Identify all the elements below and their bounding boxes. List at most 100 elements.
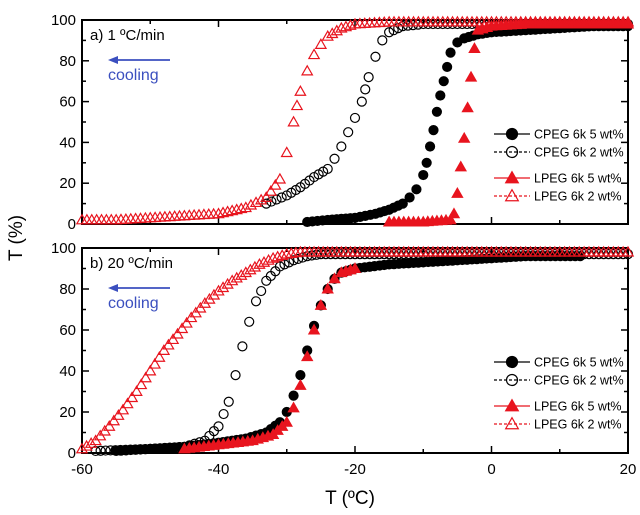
panel-label: a) 1 ºC/min: [90, 27, 165, 44]
data-point: [328, 272, 341, 284]
data-point: [225, 204, 239, 216]
data-point: [424, 141, 436, 152]
y-tick-label: 60: [59, 94, 76, 111]
data-point: [444, 213, 457, 225]
data-point: [254, 193, 268, 205]
data-point: [321, 282, 334, 294]
legend-entry: CPEG 6k 2 wt%: [494, 374, 624, 388]
legend-marker: [505, 373, 519, 387]
data-point: [339, 20, 353, 32]
series-lpeg-6k-2-wt-: [75, 15, 635, 225]
data-point: [180, 316, 193, 328]
data-point: [468, 42, 481, 54]
data-point: [295, 370, 306, 381]
data-point: [363, 72, 374, 83]
y-tick-label: 40: [59, 363, 76, 380]
data-point: [273, 172, 287, 184]
legend-label: LPEG 6k 5 wt%: [534, 172, 622, 186]
data-point: [75, 442, 89, 454]
data-point: [230, 271, 243, 283]
data-point: [280, 247, 293, 259]
y-tick-label: 80: [59, 281, 76, 298]
legend-label: LPEG 6k 5 wt%: [534, 400, 622, 414]
data-point: [464, 70, 478, 82]
series-lpeg-6k-5-wt-: [178, 262, 362, 454]
data-point: [343, 127, 354, 138]
data-point: [293, 253, 304, 265]
data-point: [230, 203, 243, 215]
data-point: [269, 178, 282, 190]
data-point: [135, 444, 146, 455]
data-point: [438, 76, 449, 87]
legend-label: CPEG 6k 2 wt%: [534, 146, 624, 160]
data-point: [280, 146, 293, 158]
y-tick-label: 100: [51, 240, 76, 257]
data-point: [130, 385, 143, 396]
data-point: [144, 364, 157, 376]
series-cpeg-6k-5-wt-: [111, 251, 586, 457]
data-point: [175, 322, 189, 334]
data-point: [287, 115, 300, 127]
legend-marker: [505, 145, 519, 159]
data-point: [105, 445, 116, 456]
y-tick-label: 100: [51, 12, 76, 29]
data-point: [84, 437, 98, 448]
x-tick-label: 0: [487, 461, 495, 478]
data-point: [271, 194, 282, 205]
data-point: [275, 249, 289, 260]
data-point: [621, 15, 635, 27]
data-point: [145, 443, 156, 454]
data-point: [451, 187, 464, 198]
data-point: [248, 260, 262, 272]
data-point: [153, 350, 166, 362]
data-point: [112, 409, 125, 420]
y-tick-label: 80: [59, 53, 76, 70]
data-point: [271, 250, 284, 262]
data-point: [125, 391, 139, 403]
data-point: [431, 106, 442, 117]
data-point: [121, 397, 134, 409]
x-axis-title: T (ºC): [325, 488, 375, 509]
data-point: [225, 274, 239, 286]
data-point: [442, 61, 453, 73]
data-point: [321, 29, 334, 41]
legend-marker: [504, 188, 520, 202]
data-point: [159, 442, 170, 454]
legend-label: LPEG 6k 2 wt%: [534, 190, 622, 204]
data-point: [216, 206, 230, 218]
data-point: [244, 263, 257, 275]
data-point: [157, 344, 171, 355]
data-point: [150, 443, 161, 454]
data-point: [384, 27, 395, 38]
data-point: [307, 48, 321, 60]
legend-label: CPEG 6k 5 wt%: [534, 356, 624, 370]
cooling-arrowhead: [108, 284, 118, 292]
data-point: [428, 125, 439, 136]
legend-marker: [505, 355, 519, 369]
data-point: [237, 341, 248, 352]
data-point: [266, 251, 280, 263]
legend-marker: [504, 170, 520, 184]
data-point: [100, 445, 111, 456]
data-point: [235, 202, 248, 214]
data-point: [212, 284, 225, 296]
legend-entry: CPEG 6k 5 wt%: [494, 356, 624, 370]
data-point: [326, 27, 339, 39]
data-point: [447, 207, 461, 219]
data-point: [139, 371, 152, 383]
data-point: [169, 442, 180, 453]
data-point: [162, 338, 175, 350]
data-point: [216, 281, 230, 293]
legend-marker: [505, 127, 519, 141]
data-point: [262, 253, 275, 265]
legend-entry: CPEG 6k 2 wt%: [494, 146, 624, 160]
y-tick-label: 0: [68, 216, 76, 233]
legend-entry: LPEG 6k 5 wt%: [494, 170, 622, 186]
data-point: [125, 444, 136, 455]
legend-label: LPEG 6k 2 wt%: [534, 418, 622, 432]
data-point: [80, 439, 93, 451]
data-point: [418, 169, 429, 181]
data-point: [370, 51, 381, 62]
legend-entry: LPEG 6k 5 wt%: [494, 398, 622, 414]
